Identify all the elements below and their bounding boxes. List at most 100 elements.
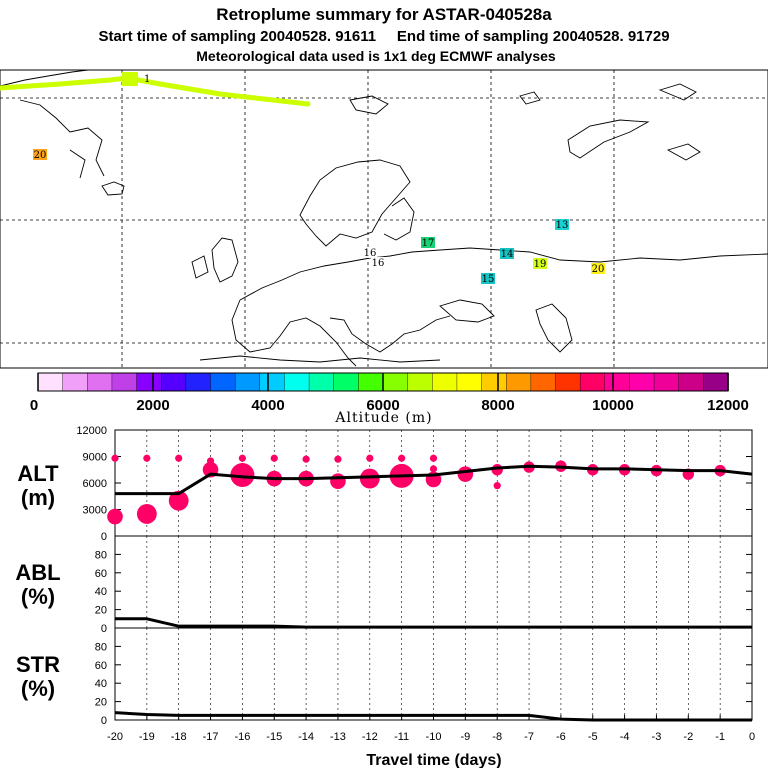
- chart-title: Retroplume summary for ASTAR-040528a: [216, 5, 552, 24]
- colorbar-swatch: [456, 372, 483, 392]
- colorbar-tick-labels: 0 2000 4000 6000 8000 10000 12000: [30, 373, 749, 414]
- panel-ylabel: ALT: [17, 461, 59, 486]
- series-line: [115, 617, 752, 629]
- colorbar-tick-label: 0: [30, 397, 38, 414]
- y-tick-label: 60: [95, 660, 107, 672]
- panel-ylabel: STR: [16, 652, 60, 677]
- colorbar-tick-label: 10000: [592, 397, 634, 414]
- x-tick-label: -10: [426, 731, 442, 743]
- altitude-dot: [168, 490, 189, 511]
- colorbar-swatch: [703, 372, 729, 392]
- colorbar-swatch: [432, 372, 458, 392]
- day-label-bg: [500, 248, 514, 259]
- colorbar-swatch: [629, 372, 655, 392]
- colorbar-swatch: [62, 372, 88, 392]
- colorbar-swatches: [37, 372, 729, 392]
- x-tick-label: -19: [139, 731, 155, 743]
- colorbar-tick-label: 2000: [136, 397, 169, 414]
- day-label: 14: [501, 249, 514, 260]
- plume-start-label: 1: [144, 74, 150, 85]
- y-tick-label: 40: [95, 586, 107, 598]
- map-graticule: [0, 70, 768, 368]
- altitude-dot: [270, 454, 278, 462]
- day-label-bg: [533, 258, 547, 269]
- colorbar-swatch: [407, 372, 433, 392]
- y-tick-label: 80: [95, 641, 107, 653]
- y-tick-label: 6000: [83, 478, 107, 490]
- day-label-bg: [481, 273, 495, 284]
- panel-ylabel-unit: (%): [21, 676, 55, 701]
- colorbar-swatch: [161, 372, 187, 392]
- x-tick-label: -20: [107, 731, 123, 743]
- colorbar-swatch: [185, 372, 212, 392]
- day-label: 16: [372, 258, 385, 269]
- y-tick-label: 12000: [76, 425, 107, 437]
- x-tick-label: -17: [203, 731, 219, 743]
- altitude-dot: [230, 463, 255, 488]
- y-tick-label: 3000: [83, 505, 107, 517]
- day-label-bg: [33, 149, 47, 160]
- line-panels: 030006000900012000ALT(m)020406080ABL(%)0…: [15, 425, 755, 768]
- altitude-dot: [330, 473, 346, 490]
- colorbar-swatch: [382, 372, 409, 392]
- colorbar-swatch: [308, 372, 335, 392]
- colorbar-swatch: [210, 372, 236, 392]
- y-tick-label: 0: [101, 531, 107, 543]
- x-tick-label: -16: [234, 731, 250, 743]
- panel-ylabel-unit: (%): [21, 584, 55, 609]
- colorbar-swatch: [111, 372, 138, 392]
- sampling-times: Start time of sampling 20040528. 91611 E…: [98, 28, 669, 45]
- altitude-dot: [366, 454, 374, 462]
- altitude-dot: [136, 504, 157, 524]
- day-label: 19: [534, 259, 547, 270]
- colorbar-swatch: [506, 372, 532, 392]
- x-tick-label: -8: [492, 731, 502, 743]
- colorbar-swatch: [481, 372, 507, 392]
- x-tick-label: -18: [171, 731, 187, 743]
- y-tick-label: 80: [95, 549, 107, 561]
- colorbar-swatch: [37, 372, 64, 392]
- altitude-dot: [334, 455, 342, 463]
- day-label: 20: [592, 264, 605, 275]
- altitude-dot: [111, 454, 119, 462]
- altitude-dot: [429, 454, 438, 462]
- day-label: 16: [364, 248, 377, 259]
- altitude-dot: [175, 454, 183, 462]
- x-tick-label: -5: [588, 731, 598, 743]
- colorbar-swatch: [136, 372, 162, 392]
- x-tick-label: -11: [394, 731, 409, 743]
- altitude-dot: [398, 454, 406, 462]
- altitude-dot: [238, 454, 246, 462]
- colorbar-swatch: [579, 372, 606, 392]
- y-tick-label: 40: [95, 678, 107, 690]
- x-tick-label: -1: [715, 731, 725, 743]
- altitude-dot: [457, 466, 474, 482]
- day-label: 20: [34, 150, 47, 161]
- meteo-info: Meteorological data used is 1x1 deg ECMW…: [196, 48, 556, 64]
- x-tick-label: -3: [652, 731, 662, 743]
- x-tick-label: -15: [266, 731, 282, 743]
- y-tick-label: 0: [101, 623, 107, 635]
- colorbar-swatch: [653, 372, 680, 392]
- day-label: 13: [556, 220, 569, 231]
- colorbar-xlabel: Altitude (m): [334, 410, 432, 426]
- colorbar-swatch: [87, 372, 113, 392]
- altitude-dot: [143, 454, 151, 462]
- colorbar-tick-label: 12000: [707, 397, 749, 414]
- y-tick-label: 9000: [83, 452, 107, 464]
- map-frame: [0, 69, 768, 369]
- day-label-bg: [555, 219, 569, 230]
- colorbar: 0 2000 4000 6000 8000 10000 12000 Altitude (m): [30, 372, 749, 426]
- x-tick-label: -9: [460, 731, 470, 743]
- x-tick-label: 0: [749, 731, 755, 743]
- day-label-bg: [591, 263, 605, 274]
- day-label-bg: [421, 237, 435, 248]
- colorbar-swatch: [259, 372, 286, 392]
- x-tick-label: -12: [362, 731, 378, 743]
- y-tick-label: 20: [95, 697, 107, 709]
- altitude-dot: [302, 455, 310, 463]
- colorbar-tick-label: 6000: [366, 397, 399, 414]
